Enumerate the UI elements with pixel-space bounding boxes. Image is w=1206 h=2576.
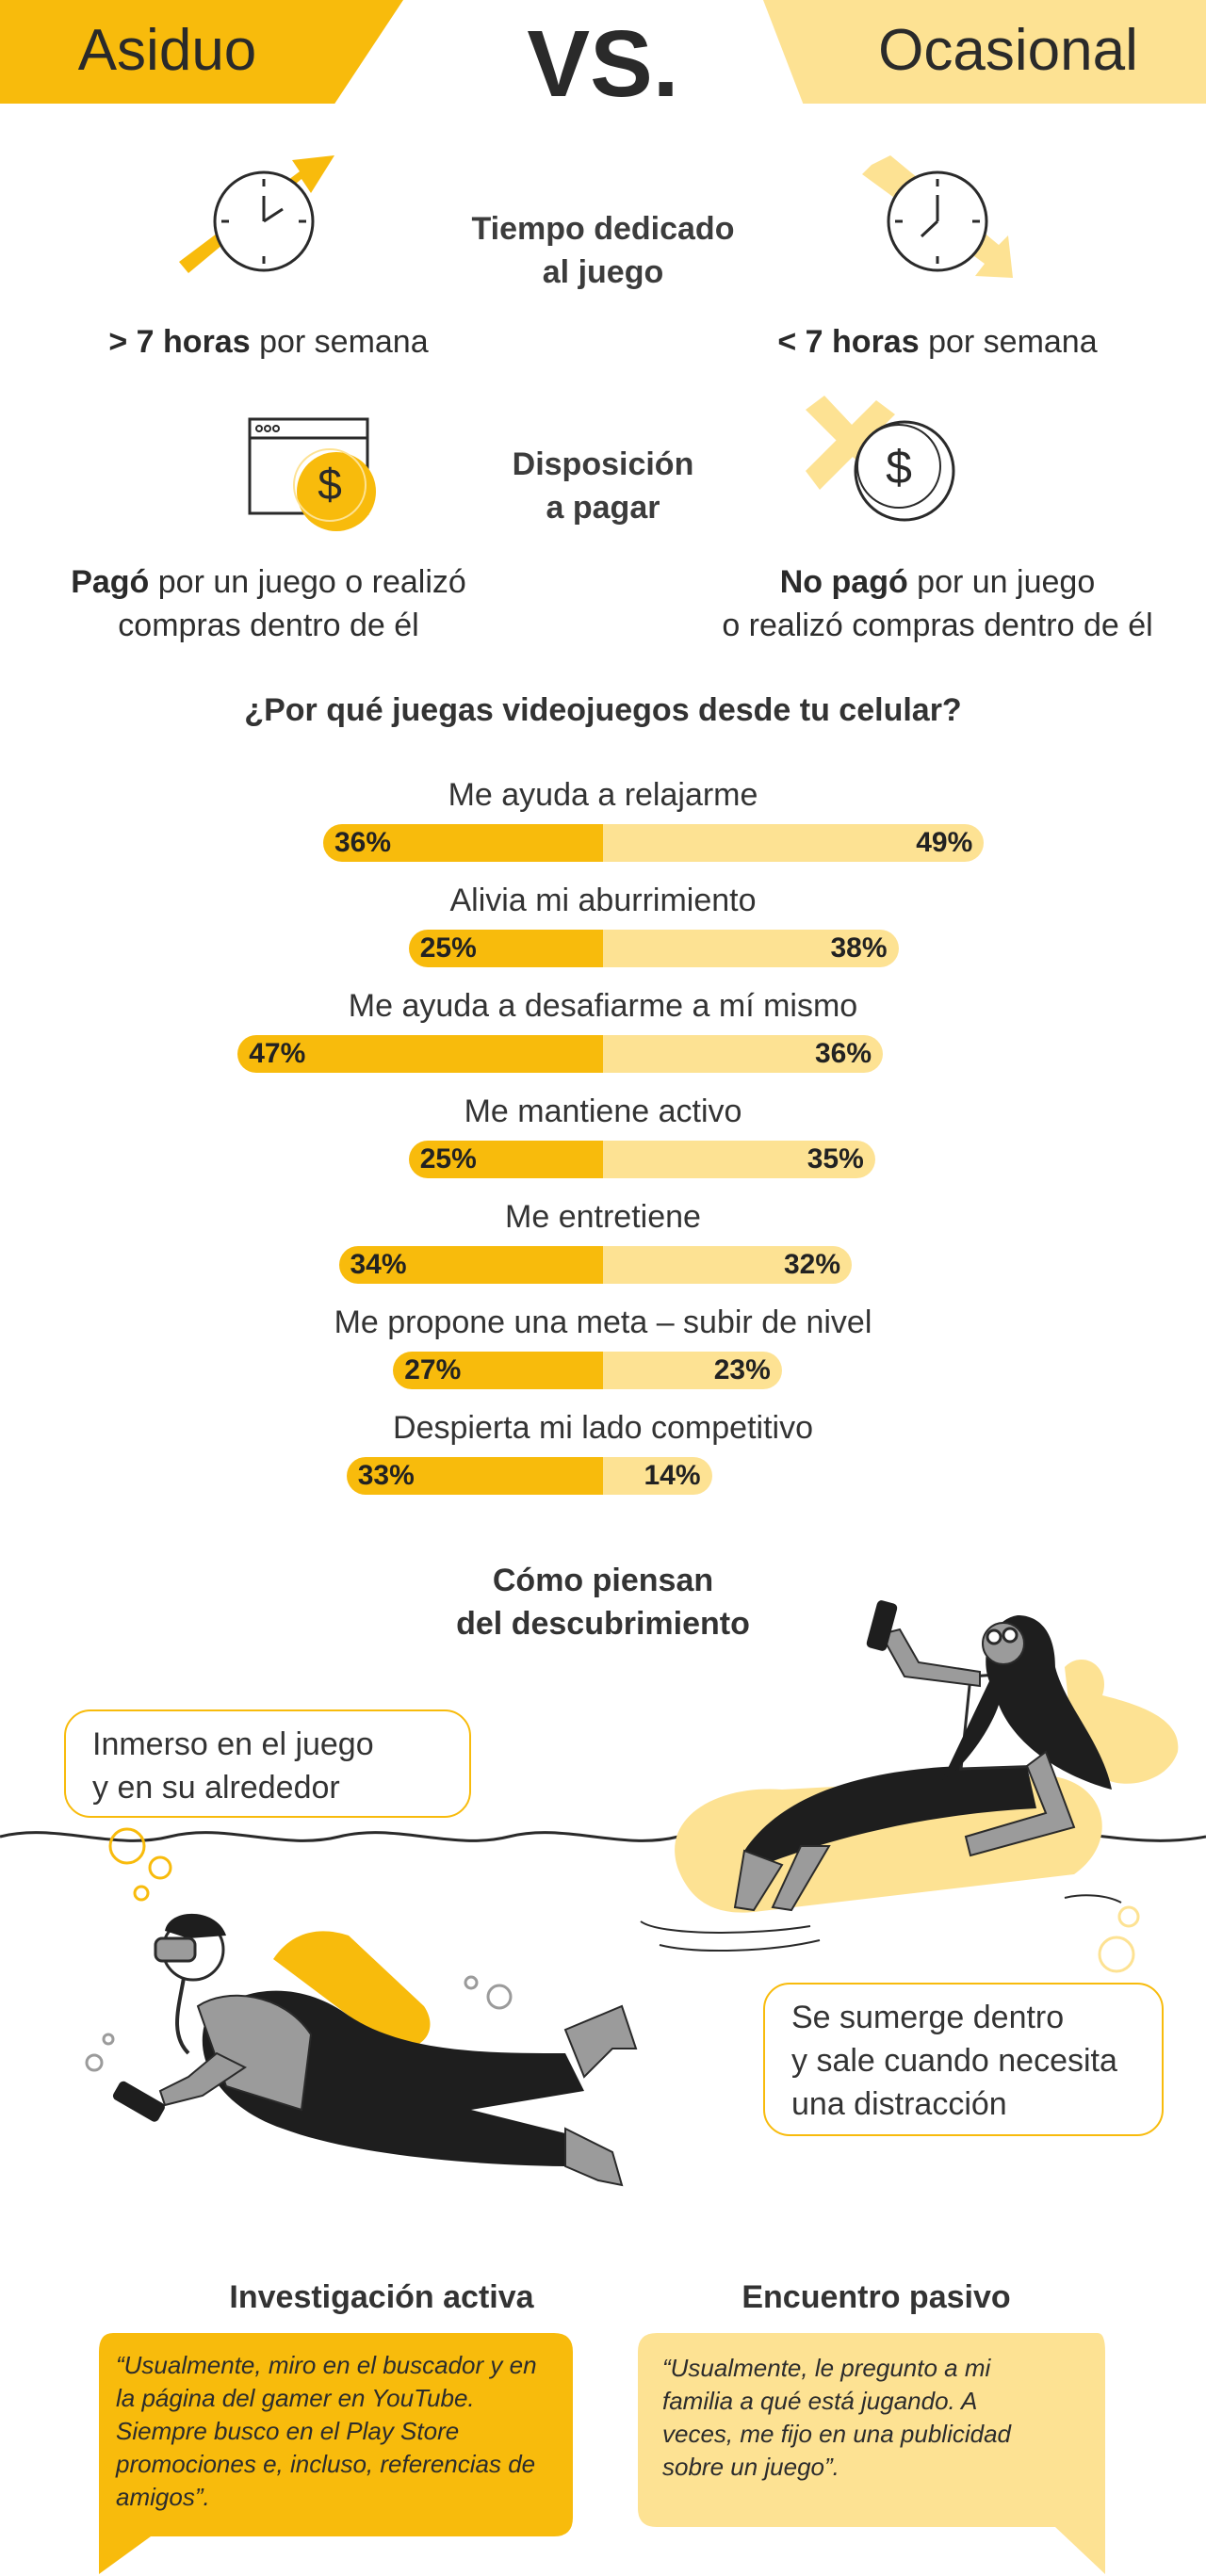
category-label: Me propone una meta – subir de nivel	[334, 1304, 872, 1340]
bar-ocasional	[603, 1246, 852, 1284]
header-vs: VS.	[527, 11, 679, 117]
bar-asiduo	[338, 1246, 603, 1284]
time-right-bold: < 7 horas	[777, 324, 920, 360]
active-quote-shape	[99, 2333, 573, 2574]
value-label-ocasional: 38%	[830, 932, 888, 964]
pay-label: Disposición a pagar	[415, 443, 791, 529]
pay-right-rest: por un juego	[907, 564, 1096, 600]
category-label: Me ayuda a relajarme	[448, 777, 758, 813]
pay-right-text: No pagó por un juego o realizó compras d…	[688, 560, 1187, 647]
passive-quote-text: “Usualmente, le pregunto a mi familia a …	[662, 2354, 1012, 2481]
bar-ocasional	[603, 824, 985, 862]
pay-label-line1: Disposición	[512, 446, 694, 482]
time-left-rest: por semana	[250, 324, 429, 360]
dive-bubble-line3: una distracción	[791, 2086, 1007, 2122]
pay-right-bold: No pagó	[779, 564, 908, 600]
value-label-asiduo: 25%	[419, 932, 477, 964]
pay-left-text: Pagó por un juego o realizó compras dent…	[19, 560, 518, 647]
bar-asiduo	[408, 1141, 603, 1178]
header-left-title: Asiduo	[77, 18, 257, 83]
active-quote-text: “Usualmente, miro en el buscador y en la…	[116, 2351, 537, 2511]
passive-quote-shape	[638, 2333, 1105, 2574]
chart-title: ¿Por qué juegas videojuegos desde tu cel…	[244, 692, 962, 728]
value-label-ocasional: 23%	[713, 1354, 771, 1385]
bar-ocasional	[603, 1352, 782, 1389]
immersed-bubble-line2: y en su alrededor	[92, 1770, 340, 1806]
time-left-bold: > 7 horas	[108, 324, 251, 360]
discovery-illustration	[0, 1600, 1206, 2187]
svg-text:$: $	[886, 441, 912, 494]
bar-ocasional	[603, 1035, 883, 1073]
time-right-rest: por semana	[919, 324, 1098, 360]
bar-asiduo	[323, 824, 603, 862]
diver-illustration	[85, 1913, 638, 2187]
active-research-title: Investigación activa	[229, 2279, 534, 2315]
category-label: Me entretiene	[505, 1199, 701, 1235]
svg-text:$: $	[318, 460, 342, 509]
bar-asiduo	[408, 930, 603, 967]
passive-encounter-title: Encuentro pasivo	[742, 2279, 1011, 2315]
browser-dollar-icon: $	[248, 417, 376, 531]
bar-asiduo	[393, 1352, 603, 1389]
bar-ocasional	[603, 930, 899, 967]
value-label-ocasional: 14%	[644, 1460, 701, 1491]
bar-asiduo	[346, 1457, 603, 1495]
value-label-asiduo: 47%	[249, 1038, 306, 1069]
dollar-cross-icon: $	[806, 396, 955, 522]
immersed-bubble-line1: Inmerso en el juego	[92, 1726, 374, 1762]
value-label-ocasional: 32%	[783, 1249, 840, 1280]
dive-bubble-line2: y sale cuando necesita	[791, 2043, 1117, 2079]
discovery-title-line2: del descubrimiento	[456, 1606, 750, 1642]
category-label: Me ayuda a desafiarme a mí mismo	[348, 988, 858, 1024]
pay-label-line2: a pagar	[546, 490, 660, 526]
header-right-title: Ocasional	[878, 18, 1138, 83]
pay-left-rest: por un juego o realizó	[149, 564, 466, 600]
value-label-asiduo: 36%	[334, 827, 392, 858]
value-label-asiduo: 33%	[357, 1460, 415, 1491]
time-right-text: < 7 horas por semana	[707, 320, 1168, 364]
immersed-bubble: Inmerso en el juego y en su alrededor	[64, 1709, 471, 1818]
clock-down-icon	[862, 155, 1013, 278]
dive-bubble: Se sumerge dentro y sale cuando necesita…	[763, 1983, 1164, 2136]
time-label-line1: Tiempo dedicado	[471, 211, 735, 247]
discovery-title-line1: Cómo piensan	[492, 1563, 714, 1598]
value-label-ocasional: 35%	[807, 1143, 864, 1175]
time-left-text: > 7 horas por semana	[38, 320, 499, 364]
header-right-banner	[763, 0, 1206, 104]
bar-ocasional	[603, 1141, 875, 1178]
pay-left-bold: Pagó	[71, 564, 150, 600]
value-label-ocasional: 36%	[814, 1038, 872, 1069]
pay-right-line2: o realizó compras dentro de él	[722, 608, 1153, 643]
float-woman-illustration	[640, 1600, 1179, 1952]
pay-left-line2: compras dentro de él	[118, 608, 419, 643]
category-label: Despierta mi lado competitivo	[393, 1410, 813, 1446]
category-label: Me mantiene activo	[464, 1094, 742, 1129]
value-label-asiduo: 25%	[419, 1143, 477, 1175]
discovery-title: Cómo piensan del descubrimiento	[0, 1559, 1206, 1645]
clock-up-icon	[179, 155, 334, 273]
bar-ocasional	[603, 1457, 712, 1495]
value-label-ocasional: 49%	[916, 827, 973, 858]
header-left-banner	[0, 0, 403, 104]
time-label-line2: al juego	[542, 254, 664, 290]
value-label-asiduo: 34%	[350, 1249, 407, 1280]
category-label: Alivia mi aburrimiento	[449, 883, 757, 918]
bar-asiduo	[237, 1035, 603, 1073]
dive-bubble-line1: Se sumerge dentro	[791, 2000, 1065, 2035]
value-label-asiduo: 27%	[404, 1354, 462, 1385]
time-label: Tiempo dedicado al juego	[415, 207, 791, 294]
